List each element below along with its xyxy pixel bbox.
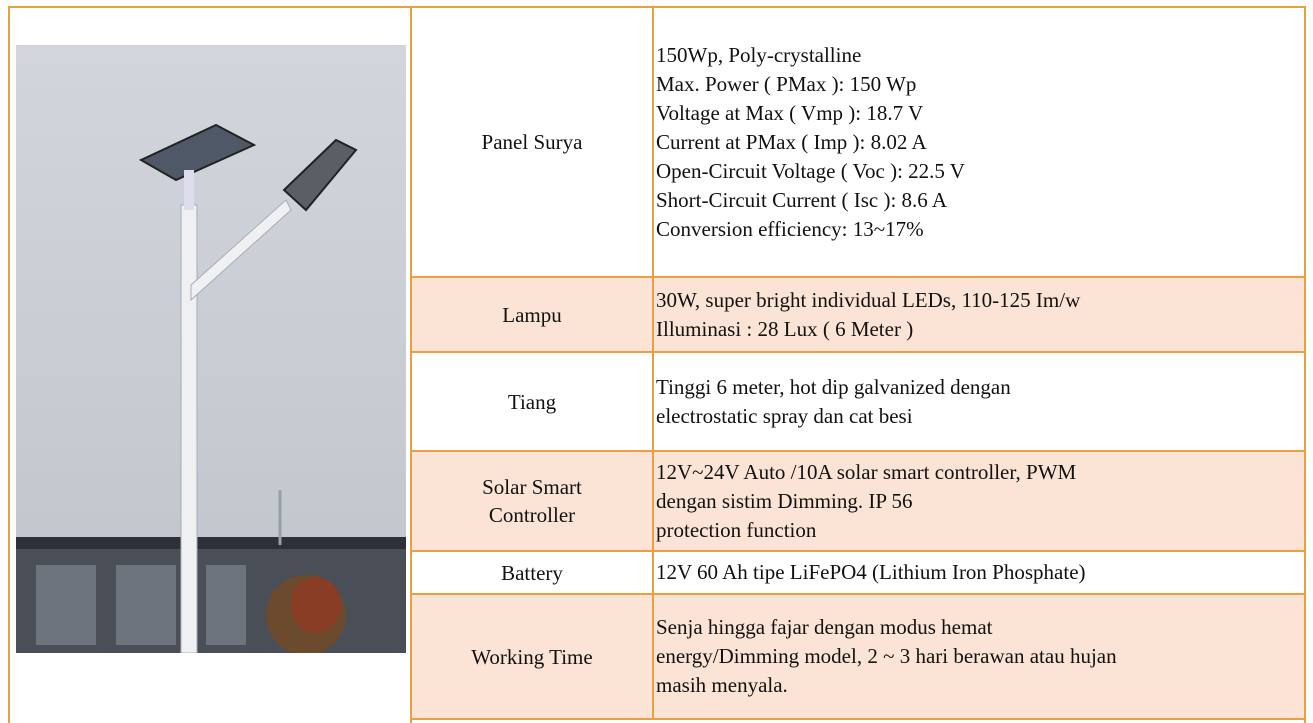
label-line: Panel Surya — [482, 128, 583, 156]
spec-label: Battery — [412, 552, 654, 593]
value-line: 12V~24V Auto /10A solar smart controller… — [656, 458, 1304, 487]
value-line: Conversion efficiency: 13~17% — [656, 215, 1304, 244]
value-line: Tinggi 6 meter, hot dip galvanized denga… — [656, 373, 1304, 402]
label-line: Working Time — [471, 643, 592, 671]
label-line: Controller — [489, 501, 575, 529]
street-light-photo — [16, 45, 406, 653]
value-line: Short-Circuit Current ( Isc ): 8.6 A — [656, 186, 1304, 215]
value-line: Senja hingga fajar dengan modus hemat — [656, 613, 1304, 642]
spec-value: 12V~24V Auto /10A solar smart controller… — [654, 452, 1304, 550]
value-line: electrostatic spray dan cat besi — [656, 402, 1304, 431]
value-line: Illuminasi : 28 Lux ( 6 Meter ) — [656, 315, 1304, 344]
image-cell — [10, 8, 412, 723]
page: Panel Surya 150Wp, Poly-crystallineMax. P… — [0, 0, 1313, 723]
spec-label: Lampu — [412, 278, 654, 351]
value-line: Max. Power ( PMax ): 150 Wp — [656, 70, 1304, 99]
label-line: Tiang — [508, 388, 556, 416]
label-line: Lampu — [502, 301, 561, 329]
value-line: Current at PMax ( Imp ): 8.02 A — [656, 128, 1304, 157]
spec-label: Working Time — [412, 595, 654, 718]
value-line: dengan sistim Dimming. IP 56 — [656, 487, 1304, 516]
value-line: energy/Dimming model, 2 ~ 3 hari berawan… — [656, 642, 1304, 671]
spec-value: 30W, super bright individual LEDs, 110-1… — [654, 278, 1304, 351]
spec-label: Tiang — [412, 353, 654, 450]
spec-row: Lampu 30W, super bright individual LEDs, … — [412, 278, 1304, 353]
label-line: Solar Smart — [482, 473, 582, 501]
value-line: Voltage at Max ( Vmp ): 18.7 V — [656, 99, 1304, 128]
value-line: 12V 60 Ah tipe LiFePO4 (Lithium Iron Pho… — [656, 558, 1304, 587]
spec-row: Tiang Tinggi 6 meter, hot dip galvanized … — [412, 353, 1304, 452]
spec-row: Working Time Senja hingga fajar dengan mo… — [412, 595, 1304, 720]
spec-value: 12V 60 Ah tipe LiFePO4 (Lithium Iron Pho… — [654, 552, 1304, 593]
value-line: 150Wp, Poly-crystalline — [656, 41, 1304, 70]
value-line: Open-Circuit Voltage ( Voc ): 22.5 V — [656, 157, 1304, 186]
value-line: 30W, super bright individual LEDs, 110-1… — [656, 286, 1304, 315]
value-line: masih menyala. — [656, 671, 1304, 700]
label-line: Battery — [501, 559, 563, 587]
spec-row: Battery 12V 60 Ah tipe LiFePO4 (Lithium I… — [412, 552, 1304, 595]
spec-value: Tinggi 6 meter, hot dip galvanized denga… — [654, 353, 1304, 450]
spec-label: Panel Surya — [412, 8, 654, 276]
value-line: protection function — [656, 516, 1304, 545]
